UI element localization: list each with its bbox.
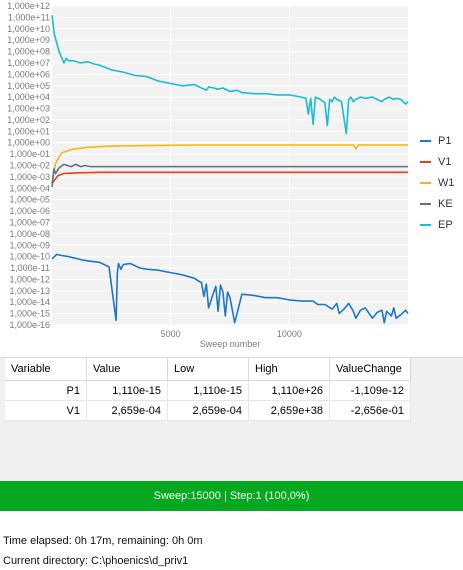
y-tick-label: 1,000e-10 xyxy=(9,252,50,262)
legend-swatch xyxy=(420,160,431,163)
y-tick-label: 1,000e-16 xyxy=(9,320,50,330)
y-tick-label: 1,000e-08 xyxy=(9,229,50,239)
y-tick-label: 1,000e-14 xyxy=(9,297,50,307)
y-tick-label: 1,000e-03 xyxy=(9,172,50,182)
y-tick-label: 1,000e-06 xyxy=(9,206,50,216)
table-row[interactable]: V1 2,659e-04 2,659e-04 2,659e+38 -2,656e… xyxy=(5,400,411,421)
status-text: Sweep:15000 | Step:1 (100,0%) xyxy=(153,490,310,502)
residual-chart-svg: 1,000e+121,000e+11 1,000e+101,000e+09 1,00… xyxy=(7,1,409,349)
y-tick-label: 1,000e-01 xyxy=(9,149,50,159)
legend-label: W1 xyxy=(438,176,455,189)
legend-item-p1[interactable]: P1 xyxy=(420,130,462,151)
x-tick-label: 10000 xyxy=(277,329,302,339)
legend-label: P1 xyxy=(438,134,452,147)
series-line-w1 xyxy=(51,144,408,183)
y-tick-label: 1,000e+08 xyxy=(7,47,50,57)
current-directory-text: Current directory: C:\phoenics\d_priv1 xyxy=(3,555,189,567)
cell-high[interactable]: 2,659e+38 xyxy=(248,400,330,421)
y-tick-label: 1,000e+11 xyxy=(8,12,50,22)
column-header-valuechange[interactable]: ValueChange xyxy=(329,358,411,381)
series-line-p1 xyxy=(51,253,409,324)
cell-variable[interactable]: P1 xyxy=(5,380,87,401)
cell-valuechange[interactable]: -2,656e-01 xyxy=(329,400,411,421)
legend-swatch xyxy=(420,223,431,226)
y-tick-label: 1,000e-09 xyxy=(9,240,50,250)
y-tick-label: 1,000e+07 xyxy=(7,58,50,68)
legend-swatch xyxy=(420,181,431,184)
y-tick-label: 1,000e+06 xyxy=(7,69,50,79)
cell-value[interactable]: 2,659e-04 xyxy=(86,400,168,421)
y-tick-label: 1,000e+12 xyxy=(7,1,50,11)
y-tick-label: 1,000e+01 xyxy=(7,126,50,136)
progress-status-bar: Sweep:15000 | Step:1 (100,0%) xyxy=(0,481,463,511)
cell-value[interactable]: 1,110e-15 xyxy=(86,380,168,401)
cell-valuechange[interactable]: -1,109e-12 xyxy=(329,380,411,401)
legend-label: EP xyxy=(438,218,453,231)
y-tick-label: 1,000e-07 xyxy=(9,217,50,227)
series-line-ke xyxy=(51,163,408,188)
y-tick-label: 1,000e-02 xyxy=(9,161,50,171)
residual-chart: 1,000e+12 1,000e+11 1,000e+10 1,000e+09 1,00… xyxy=(7,1,462,349)
variable-grid-panel: Variable Value Low High ValueChange P1 1… xyxy=(0,357,463,482)
cell-variable[interactable]: V1 xyxy=(5,400,87,421)
y-tick-label: 1,000e+02 xyxy=(7,115,50,125)
y-tick-label: 1,000e-11 xyxy=(10,263,50,273)
legend-label: KE xyxy=(438,197,453,210)
y-tick-label: 1,000e-05 xyxy=(9,195,50,205)
y-tick-label: 1,000e+04 xyxy=(7,92,50,102)
cell-low[interactable]: 2,659e-04 xyxy=(167,400,249,421)
x-axis-label: Sweep number xyxy=(200,339,261,349)
y-tick-label: 1,000e+00 xyxy=(7,138,50,148)
legend-item-w1[interactable]: W1 xyxy=(420,172,462,193)
column-header-low[interactable]: Low xyxy=(167,358,249,381)
column-header-value[interactable]: Value xyxy=(86,358,168,381)
x-tick-label: 5000 xyxy=(161,329,181,339)
y-tick-label: 1,000e+10 xyxy=(7,24,50,34)
legend-swatch xyxy=(420,202,431,205)
legend-label: V1 xyxy=(438,155,452,168)
y-tick-label: 1,000e+09 xyxy=(7,35,50,45)
y-tick-label: 1,000e+03 xyxy=(7,104,50,114)
time-elapsed-text: Time elapsed: 0h 17m, remaining: 0h 0m xyxy=(3,535,203,547)
cell-high[interactable]: 1,110e+26 xyxy=(248,380,330,401)
y-tick-label: 1,000e-04 xyxy=(9,183,50,193)
series-line-ep xyxy=(51,15,409,135)
y-tick-label: 1,000e-15 xyxy=(9,309,50,319)
legend-item-ke[interactable]: KE xyxy=(420,193,462,214)
table-row[interactable]: P1 1,110e-15 1,110e-15 1,110e+26 -1,109e… xyxy=(5,380,411,401)
variable-table: Variable Value Low High ValueChange P1 1… xyxy=(5,358,411,421)
column-header-high[interactable]: High xyxy=(248,358,330,381)
series-line-v1 xyxy=(51,171,408,185)
y-tick-label: 1,000e-12 xyxy=(9,274,50,284)
chart-legend: P1 V1 W1 KE EP xyxy=(420,130,462,235)
cell-low[interactable]: 1,110e-15 xyxy=(167,380,249,401)
y-tick-label: 1,000e+05 xyxy=(7,81,50,91)
legend-swatch xyxy=(420,139,431,142)
column-header-variable[interactable]: Variable xyxy=(5,358,87,381)
legend-item-v1[interactable]: V1 xyxy=(420,151,462,172)
legend-item-ep[interactable]: EP xyxy=(420,214,462,235)
y-tick-label: 1,000e-13 xyxy=(9,286,50,296)
